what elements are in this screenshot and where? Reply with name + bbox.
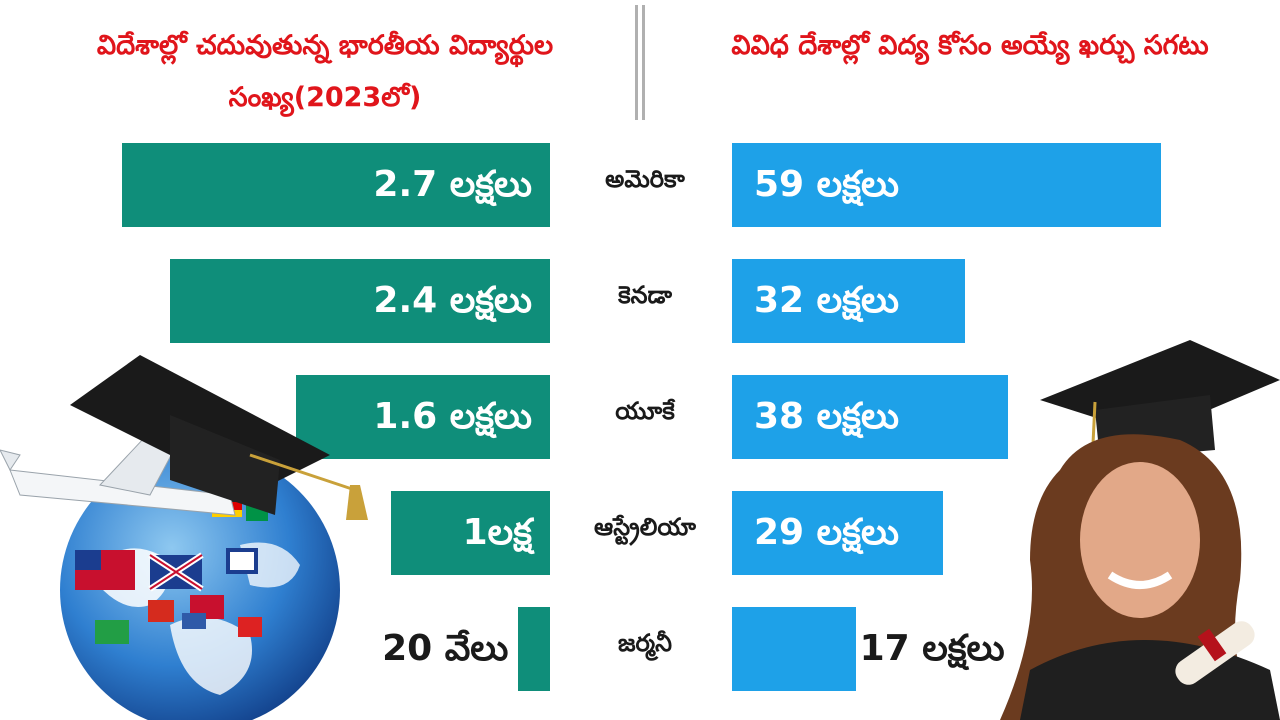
left-bar-label-4: 20 వేలు [382,628,509,669]
left-bar-label-0: 2.7 లక్షలు [373,164,532,205]
right-bar-3 [732,491,943,575]
right-bar-label-2: 38 లక్షలు [754,396,899,437]
left-bar-3 [391,491,550,575]
left-bar-1 [169,259,550,343]
right-bar-label-0: 59 లక్షలు [754,164,899,205]
country-label-4: జర్మనీ [618,629,672,657]
right-bar-4 [732,607,856,691]
right-bar-0 [732,143,1161,227]
graduate-student-illustration [1000,340,1280,720]
country-label-1: కెనడా [618,281,672,309]
left-bar-0 [122,143,550,227]
right-bar-2 [732,375,1009,459]
country-label-3: ఆస్ట్రేలియా [594,513,696,541]
right-bar-label-1: 32 లక్షలు [754,280,899,321]
left-bar-4 [518,607,550,691]
right-chart-title: వివిధ దేశాల్లో విద్య కోసం అయ్యే ఖర్చు సగ… [731,30,1209,61]
right-bar-label-4: 17 లక్షలు [859,628,1005,669]
country-label-0: అమెరికా [605,165,685,193]
globe-plane-cap-illustration [0,355,368,720]
left-bar-label-1: 2.4 లక్షలు [373,280,532,321]
divider [633,5,647,120]
right-bar-1 [732,259,965,343]
left-bar-2 [296,375,550,459]
left-bar-label-3: 1లక్ష [462,512,532,553]
country-label-2: యూకే [615,397,675,425]
left-chart-title: విదేశాల్లో చదువుతున్న భారతీయ విద్యార్థుల… [96,30,554,113]
right-bar-label-3: 29 లక్షలు [754,512,899,553]
left-bar-label-2: 1.6 లక్షలు [373,396,532,437]
